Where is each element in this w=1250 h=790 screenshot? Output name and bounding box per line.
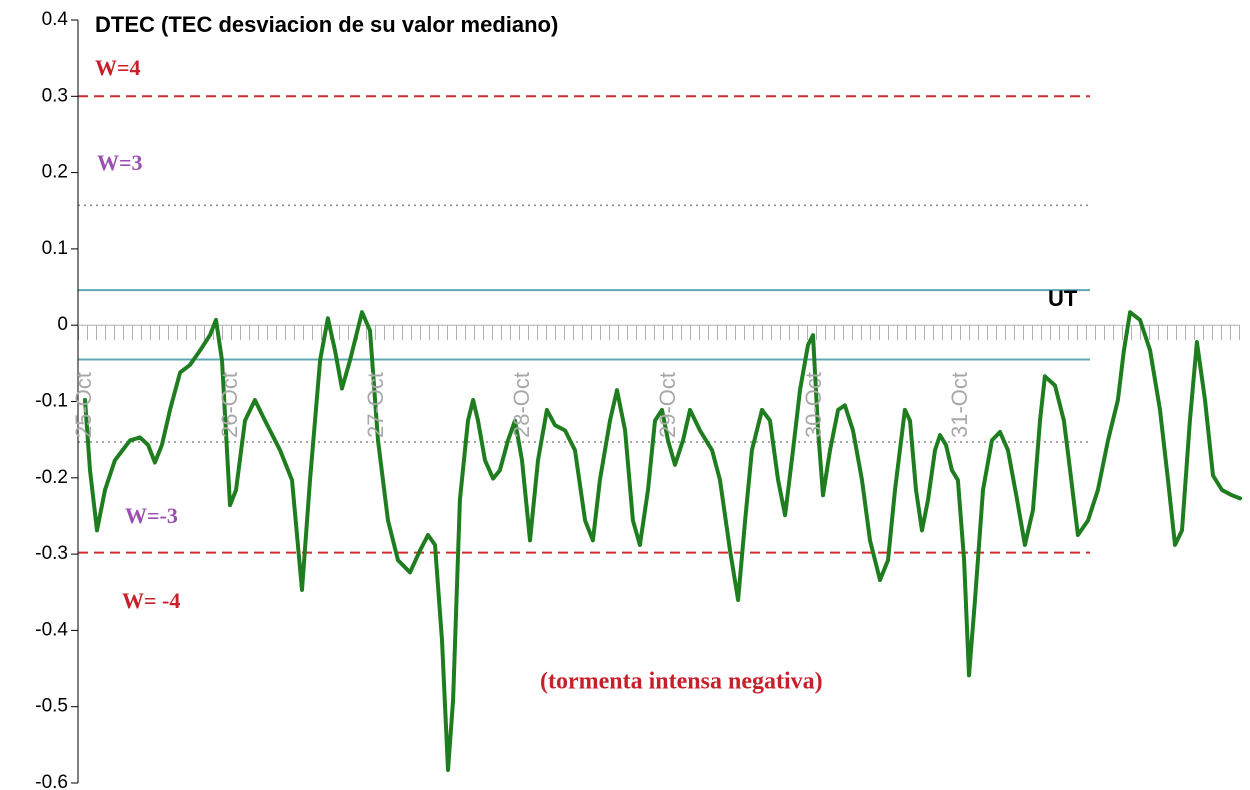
y-tick-label: -0.6	[35, 772, 68, 790]
annotation: W=4	[95, 55, 141, 80]
x-tick-label: 30-Oct	[801, 372, 826, 438]
annotation: W=3	[97, 150, 143, 175]
data-line	[83, 310, 1242, 772]
y-tick-label: 0.4	[42, 9, 69, 30]
y-tick-label: -0.5	[35, 696, 68, 717]
x-tick-label: 26-Oct	[217, 372, 242, 438]
x-tick-label: 25-Oct	[71, 372, 96, 438]
y-tick-label: -0.4	[35, 619, 68, 640]
minor-ticks	[78, 325, 1240, 341]
x-tick-label: 27-Oct	[363, 372, 388, 438]
annotation: W= -4	[122, 588, 180, 613]
annotation: W=-3	[125, 503, 178, 528]
annotation: (tormenta intensa negativa)	[540, 669, 823, 695]
y-tick-label: -0.1	[35, 391, 68, 412]
x-tick-label: 29-Oct	[655, 372, 680, 438]
y-tick-label: 0.3	[42, 85, 68, 106]
y-tick-label: 0	[57, 314, 68, 335]
chart-title: DTEC (TEC desviacion de su valor mediano…	[95, 12, 558, 37]
x-tick-label: 28-Oct	[509, 372, 534, 438]
y-tick-label: -0.2	[35, 467, 68, 488]
y-tick-label: 0.1	[42, 238, 68, 259]
annotation: UT	[1048, 286, 1078, 311]
y-tick-label: -0.3	[35, 543, 68, 564]
x-tick-label: 31-Oct	[947, 372, 972, 438]
y-tick-label: 0.2	[42, 162, 68, 183]
